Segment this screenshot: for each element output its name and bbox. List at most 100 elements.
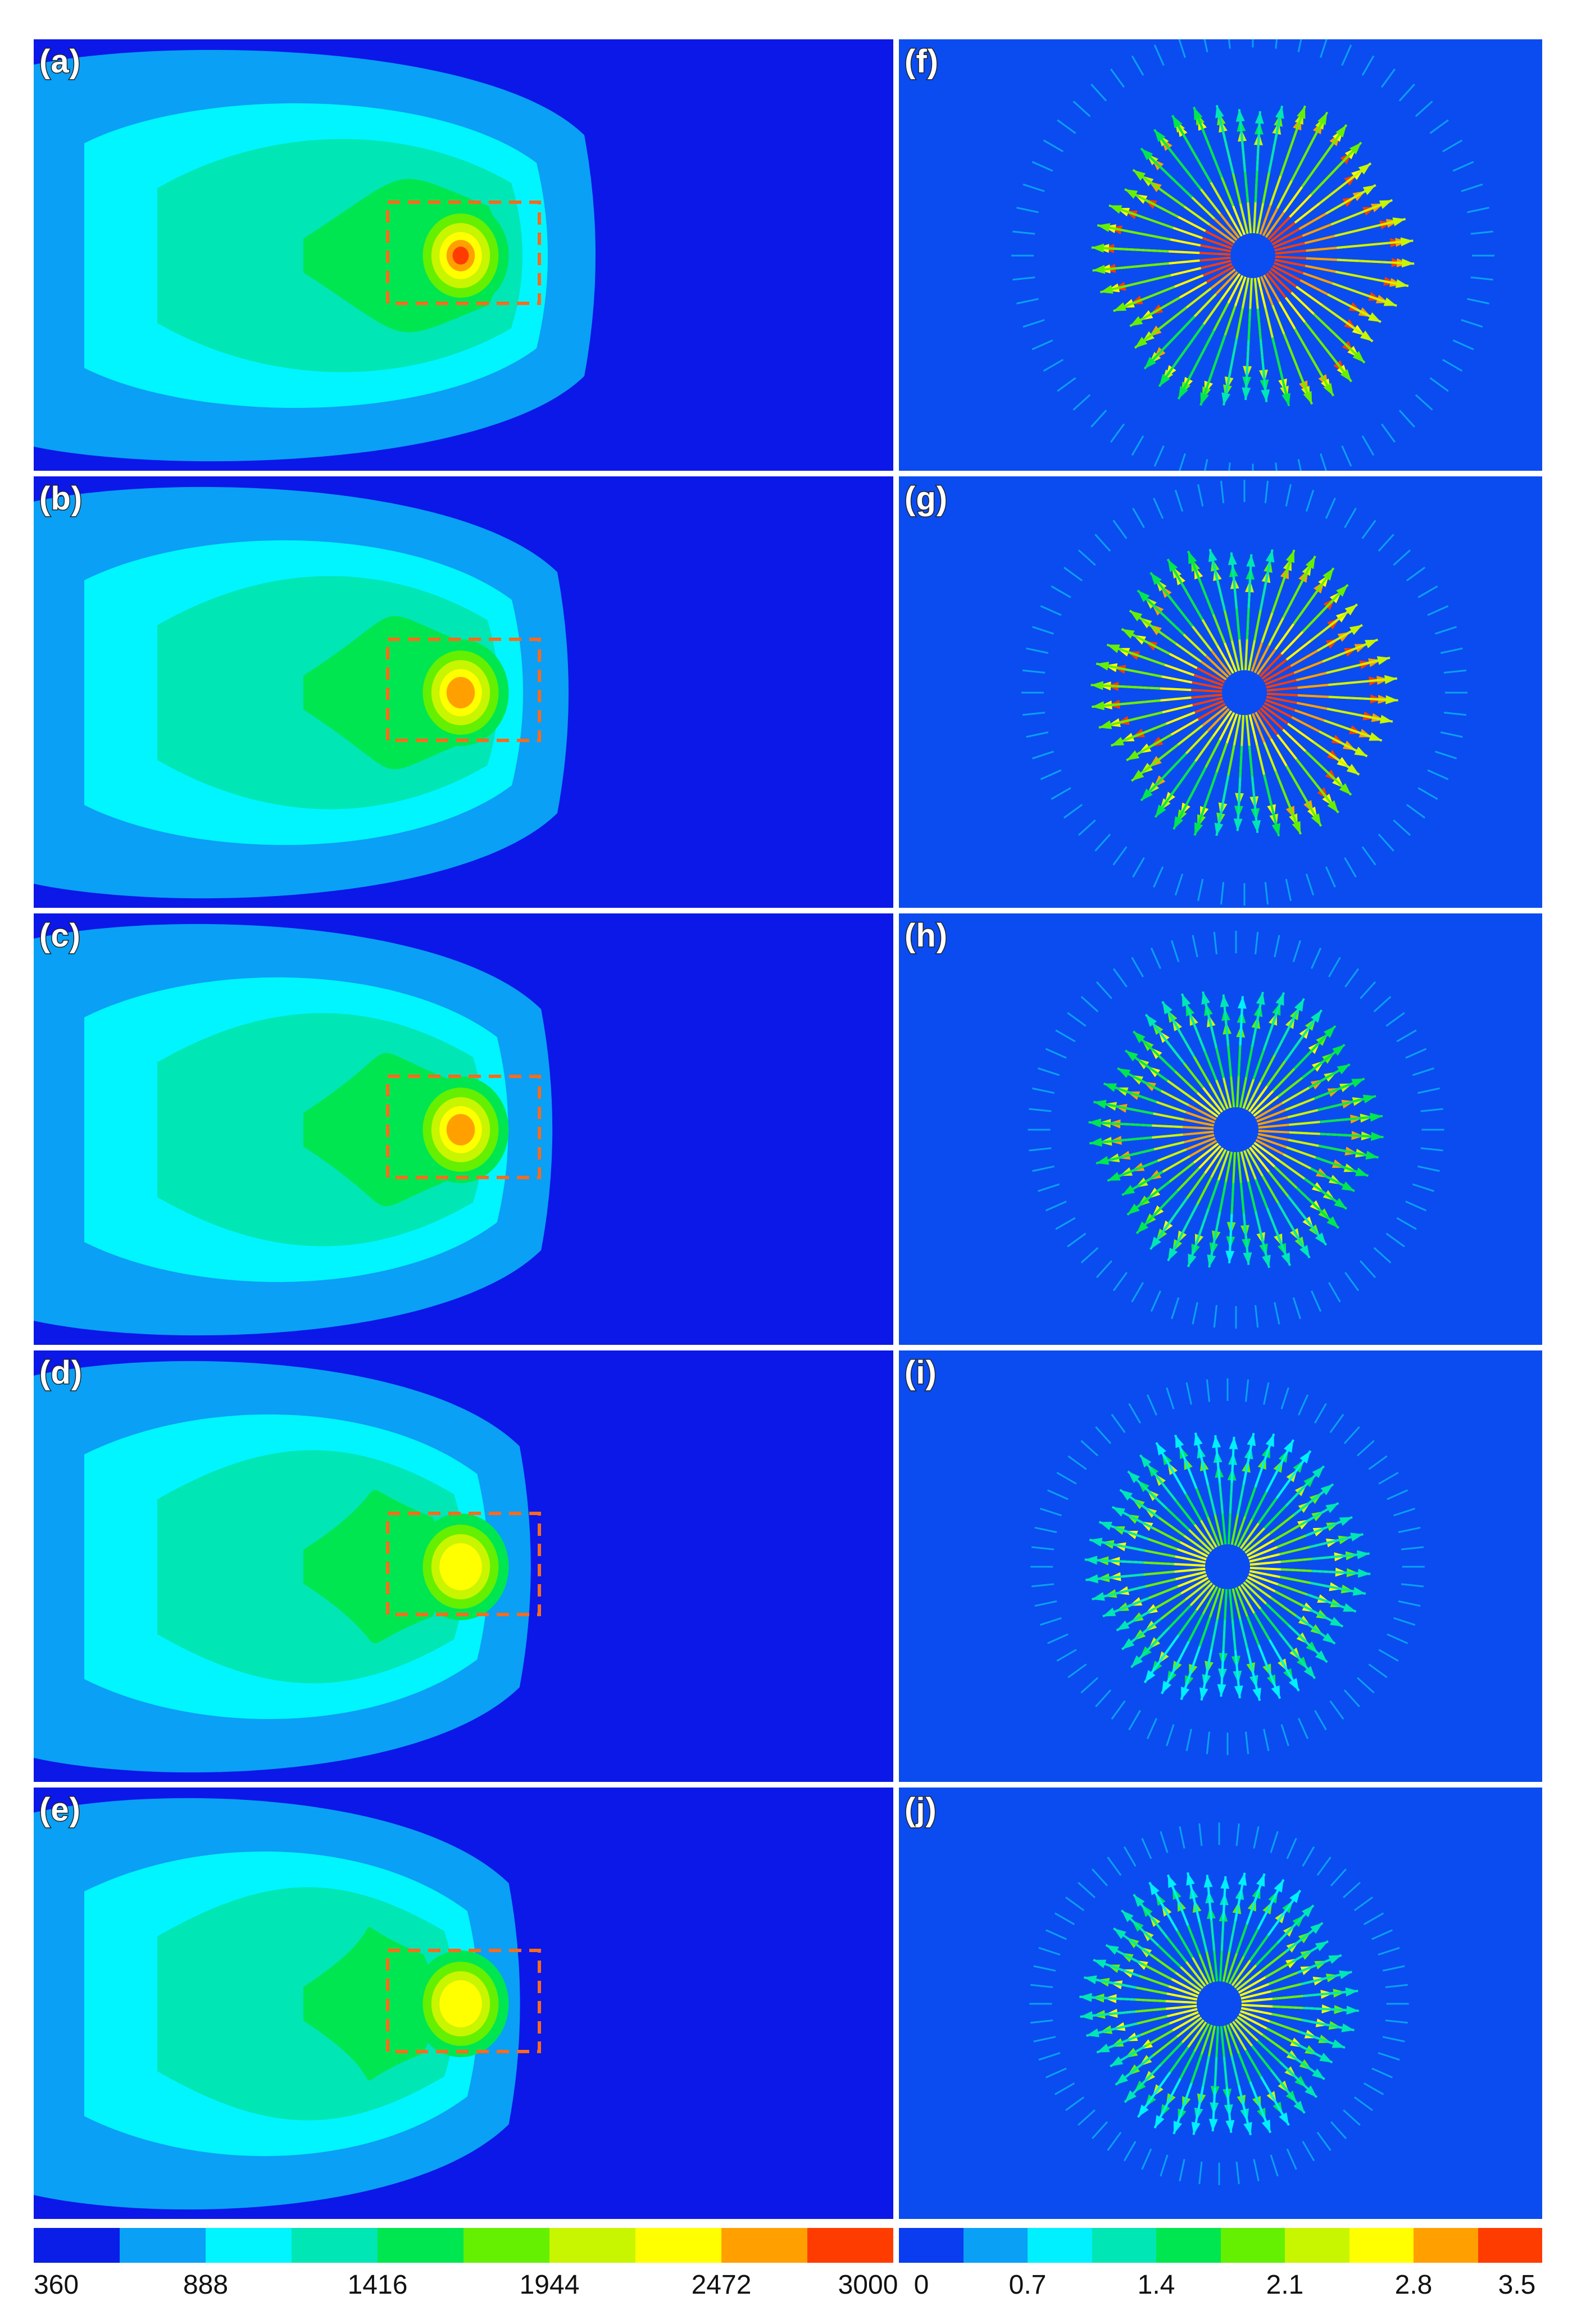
vector-arrowhead xyxy=(1320,1484,1333,1495)
vector-arrowhead xyxy=(1292,821,1301,834)
colorbar-swatch xyxy=(1414,2228,1478,2263)
velocity-vector-small xyxy=(1440,647,1463,654)
panel-label: (g) xyxy=(903,480,948,518)
vector-arrowhead xyxy=(1129,610,1143,622)
vector-arrowhead xyxy=(1097,223,1111,233)
velocity-vector-small xyxy=(1067,1233,1087,1248)
velocity-vector-small xyxy=(1228,462,1231,471)
velocity-vector-small xyxy=(1385,1233,1405,1248)
velocity-vector-small xyxy=(1179,1826,1185,1849)
velocity-vector-small xyxy=(1385,1984,1408,1988)
vector-arrowhead xyxy=(1121,629,1135,639)
colorbar-tick-label: 0.7 xyxy=(1008,2270,1047,2300)
vector-arrowhead xyxy=(1343,1603,1356,1612)
velocity-vector-small xyxy=(1461,183,1483,192)
velocity-vector-small xyxy=(1398,1600,1421,1607)
velocity-vector-small xyxy=(1435,751,1457,759)
vector-arrowhead xyxy=(1362,1094,1376,1104)
velocity-vector-small xyxy=(1275,39,1278,49)
velocity-vector-small xyxy=(1034,1526,1057,1534)
vector-arrowhead xyxy=(1319,2053,1333,2063)
velocity-vector-small xyxy=(1078,1881,1096,1898)
panel-label: (e) xyxy=(39,1791,81,1829)
velocity-vector-small xyxy=(1095,1689,1112,1708)
velocity-panel-g: (g) xyxy=(899,476,1542,908)
velocity-vector-small xyxy=(1034,1600,1057,1607)
velocity-vector-small xyxy=(1206,1731,1211,1754)
vector-arrowhead xyxy=(1208,549,1217,562)
vector-arrowhead xyxy=(1294,998,1305,1012)
velocity-vector-small xyxy=(1316,2131,1332,2151)
vector-arrowhead xyxy=(1379,200,1393,209)
velocity-colorbar xyxy=(899,2228,1542,2263)
velocity-vector-small xyxy=(1406,804,1426,819)
velocity-vector-small xyxy=(1111,1413,1126,1434)
vector-arrowhead xyxy=(1358,163,1371,175)
vector-arrowhead xyxy=(1124,2090,1137,2103)
vector-arrowhead xyxy=(1285,549,1294,563)
velocity-colorbar-ticks: 0 0.7 1.4 2.1 2.8 3.5 xyxy=(899,2270,1542,2309)
velocity-vector-small xyxy=(1406,566,1426,581)
vector-arrowhead xyxy=(1149,1882,1160,1895)
vector-arrowhead xyxy=(1121,1910,1134,1922)
vector-arrowhead xyxy=(1305,2085,1317,2098)
velocity-vector-small xyxy=(1274,935,1280,958)
vector-arrowhead xyxy=(1328,1955,1342,1964)
vector-arrowhead xyxy=(1271,823,1280,836)
velocity-vector-small xyxy=(1023,669,1046,674)
vector-arrowhead xyxy=(1079,1993,1092,2002)
vector-arrowhead xyxy=(1341,2023,1355,2032)
velocity-vector-small xyxy=(1040,605,1062,616)
velocity-vector-small xyxy=(1031,751,1054,759)
velocity-vector-small xyxy=(1378,1649,1399,1662)
velocity-vector-small xyxy=(1132,507,1145,529)
velocity-vector-small xyxy=(1427,769,1449,780)
velocity-vector-small xyxy=(1344,1272,1360,1291)
vector-arrowhead xyxy=(1335,125,1347,138)
velocity-vector-small xyxy=(1038,2052,1061,2061)
velocity-vector-small xyxy=(1032,1087,1055,1094)
velocity-vector xyxy=(1192,106,1223,178)
velocity-vector xyxy=(1158,323,1205,388)
vector-arrowhead xyxy=(1360,330,1373,342)
velocity-vector-small xyxy=(1344,857,1357,878)
velocity-vector-small xyxy=(1131,1282,1144,1303)
velocity-vector-small xyxy=(1112,846,1128,866)
velocity-vector-small xyxy=(1033,2036,1056,2043)
velocity-vector-small xyxy=(1067,1663,1087,1679)
velocity-vector-small xyxy=(1343,1881,1361,1898)
velocity-vector-small xyxy=(1174,489,1184,512)
velocity-vector-small xyxy=(1080,1440,1099,1457)
vector-arrowhead xyxy=(1330,1617,1343,1627)
velocity-vector-small xyxy=(1412,1183,1434,1192)
colorbar-swatch xyxy=(120,2228,206,2263)
panel-label: (b) xyxy=(38,480,83,518)
velocity-vector-small xyxy=(1378,834,1394,852)
vector-arrowhead xyxy=(1215,105,1224,119)
vector-arrowhead xyxy=(1103,1083,1117,1092)
velocity-vector-small xyxy=(1141,2148,1152,2170)
velocity-vector-small xyxy=(1091,2121,1108,2139)
velocity-vector-small xyxy=(1213,1305,1217,1328)
velocity-vector-small xyxy=(1314,1709,1327,1731)
vector-arrowhead xyxy=(1107,644,1120,653)
vector-arrowhead xyxy=(1247,1433,1256,1447)
velocity-vector-small xyxy=(1023,711,1046,716)
velocity-vector-small xyxy=(1228,39,1231,49)
vector-arrowhead xyxy=(1362,185,1376,195)
vector-arrowhead xyxy=(1207,1254,1216,1268)
velocity-vector-small xyxy=(1045,1048,1067,1059)
melt-pool-highlight-box xyxy=(386,201,541,305)
velocity-vector-small xyxy=(1132,857,1145,878)
velocity-vector-field xyxy=(1021,479,1467,906)
panel-label: (c) xyxy=(39,917,81,955)
vector-arrowhead xyxy=(1275,992,1284,1006)
vector-arrowhead xyxy=(1346,2005,1359,2015)
velocity-vector-small xyxy=(1361,55,1375,76)
velocity-vector-small xyxy=(1378,534,1394,552)
velocity-vector-small xyxy=(1378,1946,1400,1956)
vector-arrowhead xyxy=(1167,1248,1178,1261)
velocity-vector-small xyxy=(1206,1379,1211,1402)
velocity-vector-small xyxy=(1146,1394,1157,1416)
velocity-vector-small xyxy=(1150,1290,1161,1312)
